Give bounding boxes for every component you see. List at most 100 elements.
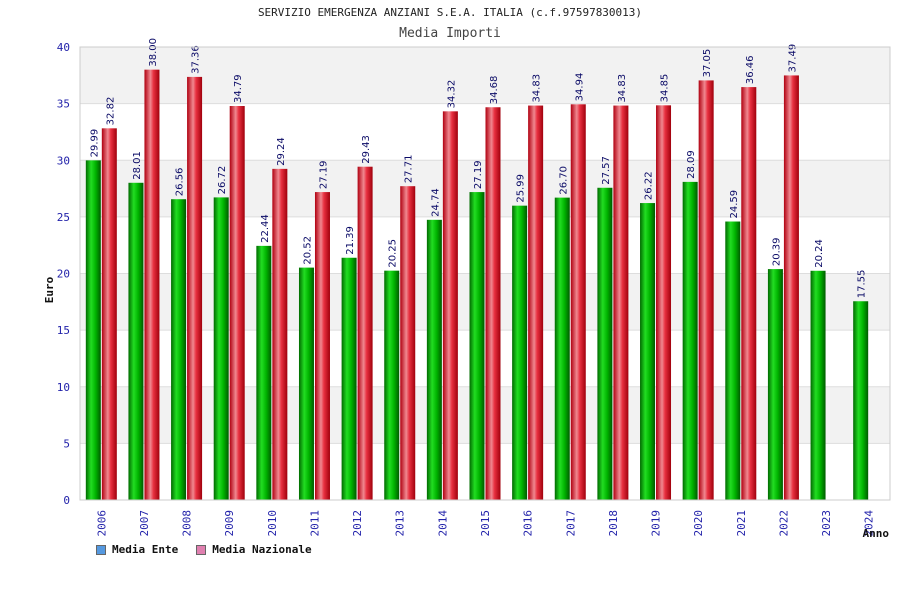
x-tick-label: 2019 <box>650 510 663 537</box>
data-label-media-nazionale: 32.82 <box>105 97 116 126</box>
data-label-media-ente: 20.52 <box>302 236 313 265</box>
data-label-media-nazionale: 34.94 <box>574 73 585 102</box>
bar-media-nazionale <box>783 75 799 500</box>
bar-media-ente <box>853 301 869 500</box>
data-label-media-nazionale: 27.19 <box>318 160 329 189</box>
data-label-media-nazionale: 34.85 <box>660 74 671 103</box>
plot-frame <box>79 46 891 501</box>
bar-media-ente <box>810 270 826 500</box>
x-tick-label: 2006 <box>95 510 108 537</box>
chart-title: SERVIZIO EMERGENZA ANZIANI S.E.A. ITALIA… <box>257 6 643 19</box>
x-tick-label: 2016 <box>522 510 535 537</box>
x-tick-label: 2023 <box>820 510 833 537</box>
x-tick-label: 2011 <box>308 510 321 537</box>
y-tick-label: 0 <box>63 494 70 507</box>
data-label-media-nazionale: 34.32 <box>446 80 457 109</box>
y-axis-label: Euro <box>43 276 56 303</box>
y-tick-label: 20 <box>57 268 70 281</box>
x-axis-label: Anno <box>863 527 890 540</box>
bar-media-nazionale <box>144 69 160 501</box>
data-label-media-ente: 26.72 <box>217 166 228 195</box>
data-label-media-nazionale: 37.36 <box>191 45 202 74</box>
bar-media-ente <box>298 267 314 500</box>
x-tick-label: 2015 <box>479 510 492 537</box>
data-label-media-ente: 28.01 <box>132 151 143 180</box>
legend-item-ente: Media Ente <box>96 543 178 556</box>
data-label-media-nazionale: 34.83 <box>617 74 628 103</box>
bar-media-ente <box>469 192 485 501</box>
legend-label-ente: Media Ente <box>112 543 179 556</box>
data-label-media-ente: 28.09 <box>686 150 697 179</box>
bar-media-ente <box>256 245 272 500</box>
x-tick-label: 2022 <box>777 510 790 537</box>
x-tick-label: 2024 <box>863 510 876 537</box>
y-tick-label: 40 <box>57 41 70 54</box>
bar-media-ente <box>597 187 613 500</box>
data-label-media-ente: 20.25 <box>388 239 399 268</box>
bar-media-nazionale <box>528 105 544 501</box>
data-label-media-ente: 24.59 <box>729 190 740 219</box>
bar-media-ente <box>640 203 656 500</box>
bar-media-nazionale <box>698 80 714 500</box>
data-label-media-ente: 17.55 <box>857 270 868 299</box>
x-tick-label: 2009 <box>223 510 236 537</box>
legend-label-nazionale: Media Nazionale <box>212 543 312 556</box>
data-label-media-nazionale: 34.83 <box>532 74 543 103</box>
x-tick-label: 2017 <box>564 510 577 537</box>
bar-media-ente <box>767 269 783 500</box>
legend-item-nazionale: Media Nazionale <box>196 543 312 556</box>
x-tick-label: 2014 <box>436 510 449 537</box>
x-tick-label: 2007 <box>138 510 151 537</box>
x-tick-label: 2012 <box>351 510 364 537</box>
data-label-media-ente: 20.24 <box>814 239 825 268</box>
bar-media-ente <box>512 205 528 500</box>
bar-media-nazionale <box>272 168 288 500</box>
y-tick-label: 10 <box>57 381 70 394</box>
bar-media-nazionale <box>314 192 330 501</box>
data-label-media-ente: 26.22 <box>644 171 655 200</box>
bar-media-nazionale <box>400 186 416 500</box>
data-label-media-ente: 20.39 <box>771 237 782 266</box>
bar-media-ente <box>426 219 442 500</box>
y-tick-label: 5 <box>63 437 70 450</box>
legend: Media Ente Media Nazionale <box>96 543 312 556</box>
data-label-media-ente: 22.44 <box>260 214 271 243</box>
data-label-media-nazionale: 34.68 <box>489 76 500 105</box>
data-label-media-nazionale: 29.43 <box>361 135 372 164</box>
bar-media-nazionale <box>229 106 245 501</box>
bar-media-nazionale <box>613 105 629 501</box>
bar-media-ente <box>384 270 400 500</box>
data-label-media-nazionale: 34.79 <box>233 74 244 103</box>
y-tick-label: 30 <box>57 154 70 167</box>
data-label-media-ente: 29.99 <box>89 129 100 158</box>
x-tick-label: 2013 <box>394 510 407 537</box>
bar-media-ente <box>341 257 357 500</box>
data-label-media-ente: 24.74 <box>430 188 441 217</box>
bar-media-ente <box>554 197 570 500</box>
data-label-media-ente: 26.70 <box>558 166 569 195</box>
bar-media-ente <box>128 182 144 500</box>
x-tick-label: 2010 <box>266 510 279 537</box>
data-label-media-ente: 27.57 <box>601 156 612 185</box>
bar-media-nazionale <box>357 166 373 500</box>
y-tick-label: 15 <box>57 324 70 337</box>
y-tick-label: 25 <box>57 211 70 224</box>
bar-media-nazionale <box>741 87 757 500</box>
x-tick-label: 2020 <box>692 510 705 537</box>
bar-media-nazionale <box>485 107 501 501</box>
data-label-media-nazionale: 38.00 <box>148 38 159 67</box>
data-label-media-ente: 26.56 <box>175 168 186 197</box>
bar-media-ente <box>725 221 741 500</box>
legend-swatch-nazionale <box>196 544 207 555</box>
data-label-media-nazionale: 37.05 <box>702 49 713 78</box>
bar-media-ente <box>85 160 101 500</box>
data-label-media-nazionale: 37.49 <box>787 44 798 73</box>
data-label-media-nazionale: 27.71 <box>404 155 415 184</box>
bar-media-nazionale <box>442 111 458 501</box>
bar-media-nazionale <box>570 104 586 500</box>
data-label-media-ente: 25.99 <box>516 174 527 203</box>
bar-media-ente <box>171 199 187 500</box>
data-label-media-ente: 21.39 <box>345 226 356 255</box>
x-tick-label: 2021 <box>735 510 748 537</box>
